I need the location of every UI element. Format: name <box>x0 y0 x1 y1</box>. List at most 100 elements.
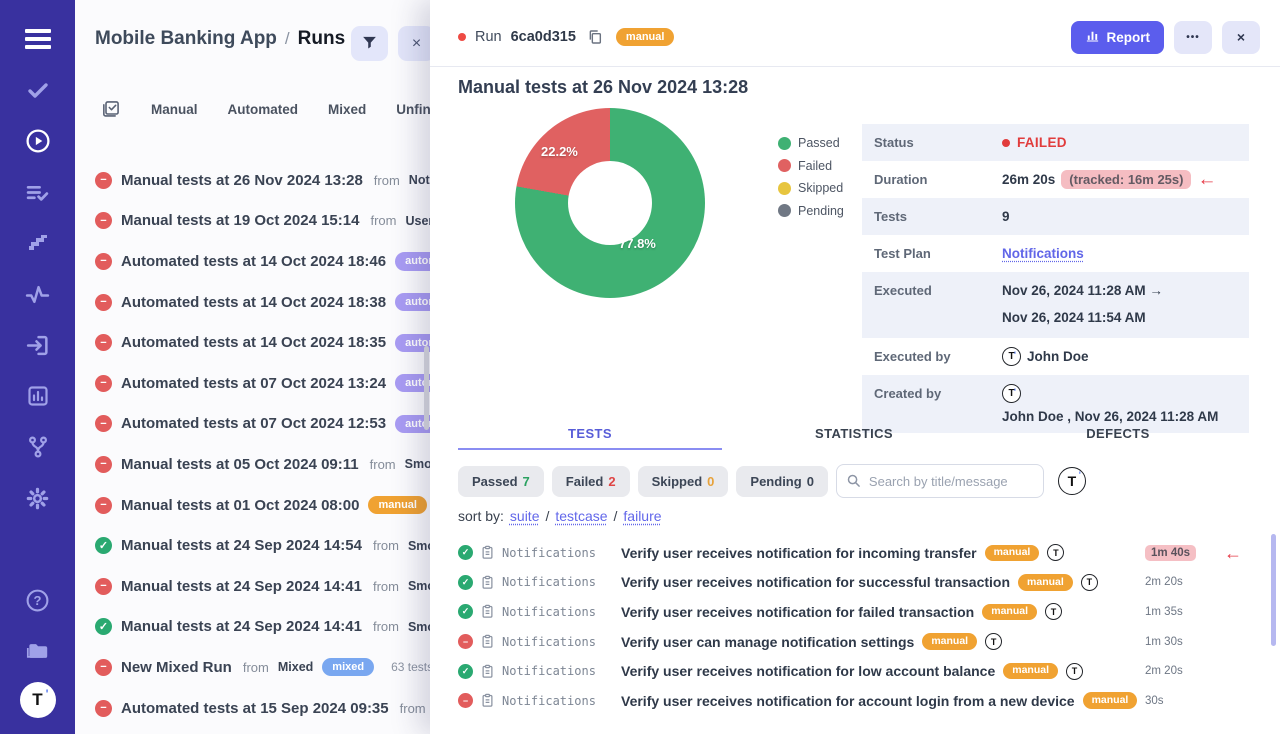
bar-chart-icon <box>26 384 50 408</box>
breadcrumb-project[interactable]: Mobile Banking App <box>95 28 277 49</box>
from-label: from <box>370 213 397 229</box>
donut-chart: 22.2% 77.8% <box>515 108 705 298</box>
test-row[interactable]: ✓ Notifications Verify user receives not… <box>458 656 1254 686</box>
failed-status-icon: − <box>95 334 112 352</box>
test-title: Verify user receives notification for lo… <box>621 663 996 680</box>
clipboard-icon <box>480 575 495 590</box>
filter-passed-chip[interactable]: Passed 7 <box>458 465 544 497</box>
logo-letter: T <box>32 690 43 709</box>
filter-failed-chip[interactable]: Failed 2 <box>551 465 630 497</box>
info-row-duration: Duration 26m 20s (tracked: 16m 25s) ← <box>862 161 1249 198</box>
svg-text:?: ? <box>34 593 42 608</box>
run-list-item[interactable]: − New Mixed Run from Mixed mixed 63 test… <box>75 647 1280 688</box>
folder-icon <box>25 638 51 664</box>
filter-skipped-chip[interactable]: Skipped 0 <box>637 465 729 497</box>
run-title: Automated tests at 14 Oct 2024 18:35 <box>121 334 387 352</box>
stairs-icon <box>26 231 50 255</box>
from-label: from <box>372 578 399 594</box>
test-row[interactable]: − Notifications Verify user can manage n… <box>458 627 1254 657</box>
failed-status-icon: − <box>95 455 112 473</box>
info-row-executed-by: Executed by T ' John Doe <box>862 338 1249 375</box>
sidebar-item-steps[interactable] <box>18 226 58 260</box>
chip-label: Skipped <box>651 473 703 489</box>
sidebar-item-activity[interactable] <box>18 277 58 311</box>
duration-highlight: 1m 40s <box>1145 544 1197 561</box>
test-duration: 1m 30s <box>1145 635 1183 648</box>
tab-mixed[interactable]: Mixed <box>328 101 367 117</box>
chip-label: Pending <box>750 473 802 489</box>
sidebar-item-analytics[interactable] <box>18 379 58 413</box>
sort-by-testcase[interactable]: testcase <box>555 508 608 524</box>
run-title: Automated tests at 14 Oct 2024 18:38 <box>121 293 387 311</box>
tab-automated[interactable]: Automated <box>227 101 299 117</box>
user-avatar: T <box>1080 573 1098 591</box>
filter-pending-chip[interactable]: Pending 0 <box>736 465 828 497</box>
tab-defects[interactable]: DEFECTS <box>1086 426 1150 441</box>
test-type-badge: manual <box>1003 662 1058 680</box>
close-detail-button[interactable]: × <box>1222 20 1260 54</box>
hamburger-menu-button[interactable] <box>18 22 58 56</box>
test-plan-link[interactable]: Notifications <box>1002 246 1084 261</box>
passed-status-icon: ✓ <box>95 618 112 636</box>
test-duration: 1m 40s <box>1145 544 1217 561</box>
more-options-button[interactable]: ••• <box>1174 20 1212 54</box>
failed-dot-icon <box>458 33 466 41</box>
sidebar-item-branches[interactable] <box>18 430 58 464</box>
account-avatar[interactable]: T ' <box>19 682 56 718</box>
test-duration: 1m 35s <box>1145 605 1183 618</box>
sidebar-item-import[interactable] <box>18 328 58 362</box>
run-title: Manual tests at 26 Nov 2024 13:28 <box>121 171 363 189</box>
sidebar-item-help[interactable]: ? <box>18 583 58 617</box>
executed-by-value: John Doe <box>1027 348 1089 364</box>
test-row[interactable]: ✓ Notifications Verify user receives not… <box>458 538 1254 568</box>
created-by-value: John Doe , Nov 26, 2024 11:28 AM <box>1002 408 1219 424</box>
run-title: Automated tests at 14 Oct 2024 18:46 <box>121 252 387 270</box>
run-id: 6ca0d315 <box>510 29 576 45</box>
report-label: Report <box>1106 29 1151 45</box>
close-filter-button[interactable]: × <box>398 26 435 61</box>
test-type-badge: manual <box>1018 574 1073 591</box>
copy-icon[interactable] <box>587 29 603 45</box>
select-all-icon[interactable] <box>101 99 121 119</box>
failed-status-icon: − <box>95 212 112 230</box>
sidebar: ? T ' <box>0 0 75 734</box>
sidebar-item-tests[interactable] <box>18 73 58 107</box>
sidebar-item-settings[interactable] <box>18 481 58 515</box>
search-input[interactable] <box>835 464 1044 498</box>
runs-list-scrollbar[interactable] <box>424 346 429 430</box>
runs-filter-tabs: Manual Automated Mixed Unfinished <box>101 99 466 119</box>
test-row[interactable]: ✓ Notifications Verify user receives not… <box>458 597 1254 627</box>
failed-status-icon: − <box>95 171 112 189</box>
filter-button[interactable] <box>351 26 388 61</box>
test-type-badge: manual <box>1082 692 1138 710</box>
failed-status-icon: − <box>458 634 473 650</box>
pulse-icon <box>25 282 50 307</box>
passed-status-icon: ✓ <box>458 604 473 620</box>
passed-status-icon: ✓ <box>458 574 473 590</box>
tab-statistics[interactable]: STATISTICS <box>815 426 893 441</box>
tab-manual[interactable]: Manual <box>151 101 198 117</box>
test-row[interactable]: ✓ Notifications Verify user receives not… <box>458 568 1254 598</box>
tab-tests[interactable]: TESTS <box>458 422 722 450</box>
tracked-duration-chip: (tracked: 16m 25s) <box>1061 170 1192 189</box>
from-label: from <box>399 700 426 716</box>
sidebar-item-projects[interactable] <box>18 634 58 668</box>
sidebar-item-runs[interactable] <box>18 124 58 158</box>
sidebar-item-plans[interactable] <box>18 175 58 209</box>
sort-by-suite[interactable]: suite <box>509 508 540 524</box>
status-dot-icon <box>1002 138 1010 147</box>
sort-by-failure[interactable]: failure <box>623 508 662 524</box>
report-button[interactable]: Report <box>1070 20 1164 54</box>
user-avatar: T <box>1045 603 1062 621</box>
test-list-scrollbar[interactable] <box>1271 534 1276 646</box>
clipboard-icon <box>480 693 495 708</box>
assignee-avatar[interactable]: T ' <box>1057 467 1086 495</box>
test-type-badge: manual <box>922 633 978 650</box>
breadcrumb: Mobile Banking App / Runs <box>95 28 345 50</box>
breadcrumb-separator: / <box>284 29 290 48</box>
info-label: Executed by <box>874 348 951 364</box>
failed-slice-label: 22.2% <box>541 144 578 159</box>
test-row[interactable]: − Notifications Verify user receives not… <box>458 686 1254 716</box>
